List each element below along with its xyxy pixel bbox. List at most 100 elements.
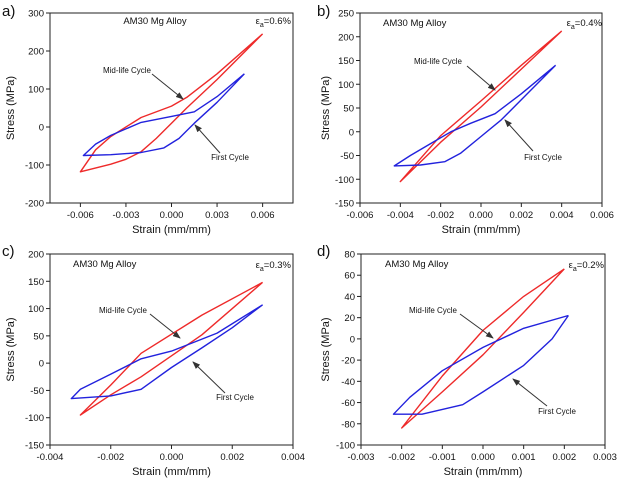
y-tick-label: -50 [340, 151, 354, 162]
chart-panel-a: a) -0.006 -0.003 0.000 0.003 0.006 -200 -100 0 10… [2, 3, 294, 236]
x-axis-label: Strain (mm/mm) [132, 466, 211, 478]
chart-title: AM30 Mg Alloy [385, 259, 449, 270]
annotation-arrow [504, 119, 534, 152]
y-axis-label: Stress (MPa) [5, 317, 17, 381]
x-axis-label: Strain (mm/mm) [444, 466, 523, 478]
y-tick-label: 40 [344, 292, 355, 303]
y-tick-label: 50 [33, 331, 44, 342]
epsilon-value: =0.4% [575, 18, 603, 29]
series-first-cycle [82, 73, 245, 157]
annotation-mid-life-cycle: Mid-life Cycle [103, 66, 152, 75]
y-tick-label: 100 [28, 304, 44, 315]
series-mid-life-cycle [399, 30, 563, 183]
annotation-arrow [192, 361, 226, 394]
x-tick-label: 0.006 [590, 210, 614, 221]
y-tick-label: -60 [341, 398, 355, 409]
x-tick-label: -0.001 [429, 452, 456, 463]
y-tick-label: 0 [350, 334, 355, 345]
chart-title: AM30 Mg Alloy [123, 16, 187, 27]
x-tick-label: -0.004 [387, 210, 414, 221]
y-tick-label: -50 [30, 386, 44, 397]
x-tick-label: -0.003 [348, 452, 375, 463]
annotation-mid-life-cycle: Mid-life Cycle [99, 306, 148, 315]
epsilon-subscript: a [260, 22, 264, 29]
y-tick-label: 250 [338, 9, 354, 20]
epsilon-symbol: ε [569, 260, 574, 271]
panel-label: b) [317, 3, 330, 20]
x-tick-label: -0.002 [427, 210, 454, 221]
x-tick-label: -0.002 [388, 452, 415, 463]
x-tick-label: -0.003 [112, 210, 139, 221]
x-tick-label: -0.006 [347, 210, 374, 221]
y-tick-label: -100 [25, 413, 44, 424]
y-tick-label: 150 [28, 277, 44, 288]
x-tick-label: 0.002 [220, 452, 244, 463]
plot-frame [49, 12, 294, 204]
x-tick-label: 0.001 [512, 452, 536, 463]
x-tick-label: -0.002 [97, 452, 124, 463]
plot-frame [359, 12, 603, 204]
strain-amplitude-label: εa=0.4% [567, 18, 603, 31]
annotation-first-cycle: First Cycle [524, 153, 562, 162]
x-tick-label: 0.004 [550, 210, 574, 221]
y-tick-label: 0 [349, 127, 354, 138]
chart-title: AM30 Mg Alloy [73, 259, 137, 270]
y-tick-label: 0 [39, 123, 44, 134]
x-tick-label: 0.006 [251, 210, 275, 221]
x-tick-label: 0.000 [469, 210, 493, 221]
y-tick-label: 200 [338, 32, 354, 43]
y-tick-label: 0 [39, 359, 44, 370]
epsilon-subscript: a [260, 266, 264, 273]
y-tick-label: -100 [336, 441, 355, 452]
series-first-cycle [392, 314, 569, 415]
y-tick-label: -100 [335, 175, 354, 186]
y-tick-label: 100 [28, 85, 44, 96]
y-tick-label: 200 [28, 250, 44, 261]
x-tick-label: 0.004 [281, 452, 305, 463]
chart-panel-b: b) -0.006 -0.004 -0.002 0.000 0.002 0.004 0.006… [317, 3, 614, 236]
epsilon-subscript: a [571, 24, 575, 31]
annotation-first-cycle: First Cycle [538, 407, 576, 416]
chart-title: AM30 Mg Alloy [383, 18, 447, 29]
y-tick-label: 20 [344, 313, 355, 324]
y-tick-label: -150 [335, 199, 354, 210]
series-mid-life-cycle [79, 33, 264, 173]
epsilon-subscript: a [573, 266, 577, 273]
annotation-arrow [149, 313, 181, 339]
panel-label: c) [2, 243, 15, 260]
y-tick-label: -100 [25, 161, 44, 172]
y-axis-label: Stress (MPa) [320, 317, 332, 381]
epsilon-symbol: ε [256, 16, 261, 27]
annotation-arrow [466, 65, 496, 91]
annotation-arrow [151, 73, 184, 100]
x-tick-label: 0.003 [593, 452, 617, 463]
annotation-arrow [459, 313, 494, 339]
y-tick-label: 100 [338, 80, 354, 91]
y-tick-label: 60 [344, 271, 355, 282]
y-tick-label: -40 [341, 377, 355, 388]
x-tick-label: -0.004 [37, 452, 64, 463]
x-tick-label: 0.000 [160, 210, 184, 221]
epsilon-value: =0.3% [264, 260, 292, 271]
series-mid-life-cycle [79, 281, 264, 416]
annotation-arrow [512, 378, 548, 407]
series-first-cycle [393, 64, 557, 167]
x-axis-label: Strain (mm/mm) [442, 224, 521, 236]
y-tick-label: 150 [338, 56, 354, 67]
epsilon-value: =0.6% [264, 16, 292, 27]
x-tick-label: 0.000 [471, 452, 495, 463]
y-tick-label: -200 [25, 199, 44, 210]
y-axis-label: Stress (MPa) [5, 76, 17, 140]
annotation-mid-life-cycle: Mid-life Cycle [409, 306, 458, 315]
plot-frame [360, 253, 606, 446]
x-tick-label: 0.002 [509, 210, 533, 221]
y-tick-label: -150 [25, 441, 44, 452]
annotation-arrow [194, 124, 221, 154]
y-tick-label: 300 [28, 9, 44, 20]
x-tick-label: -0.006 [67, 210, 94, 221]
panel-label: d) [317, 243, 330, 260]
series-first-cycle [70, 304, 264, 400]
annotation-first-cycle: First Cycle [216, 393, 254, 402]
epsilon-symbol: ε [256, 260, 261, 271]
x-tick-label: 0.000 [160, 452, 184, 463]
